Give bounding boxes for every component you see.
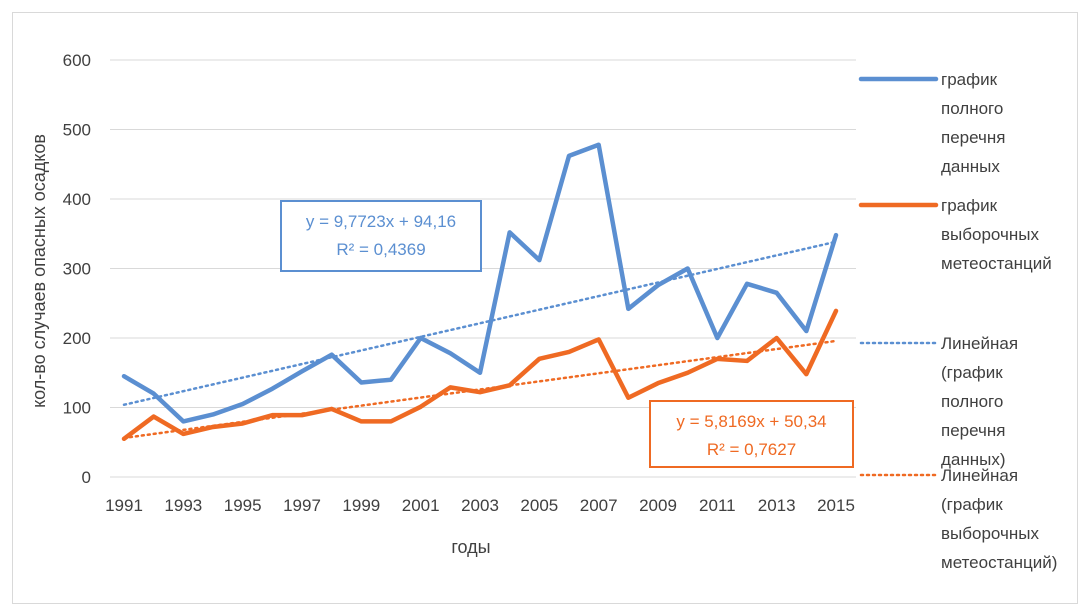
y-tick-label: 400: [63, 190, 91, 209]
legend-label: (график: [941, 495, 1003, 514]
y-axis-title: кол-во случаев опасных осадков: [29, 134, 49, 408]
x-tick-label: 1991: [105, 496, 143, 515]
equation-box-border: [649, 400, 854, 468]
line-chart: 0 100 200 300 400 500 600 1991 1993 1995 1997 1999…: [29, 51, 1057, 572]
y-tick-label: 300: [63, 260, 91, 279]
equation-box-border: [280, 200, 482, 272]
legend-label: полного: [941, 99, 1003, 118]
series-lines: [121, 142, 839, 442]
legend: график полного перечня данных график выборочн…: [858, 70, 1057, 572]
x-tick-labels: 1991 1993 1995 1997 1999 2001 2003 2005 2007 2009…: [105, 496, 855, 515]
x-tick-label: 2009: [639, 496, 677, 515]
legend-label: метеостанций): [941, 553, 1057, 572]
x-tick-label: 2007: [580, 496, 618, 515]
legend-label: выборочных: [941, 225, 1039, 244]
legend-label: (график: [941, 363, 1003, 382]
legend-entry-3: Линейная (график выборочных метеостанций): [859, 466, 1057, 572]
legend-label: перечня: [941, 128, 1005, 147]
legend-entry-1: график выборочных метеостанций: [858, 196, 1052, 273]
y-tick-label: 500: [63, 121, 91, 140]
trend-r-squared: R² = 0,7627: [707, 440, 796, 459]
x-tick-label: 1993: [164, 496, 202, 515]
x-tick-label: 2003: [461, 496, 499, 515]
x-tick-label: 2001: [402, 496, 440, 515]
y-tick-label: 200: [63, 329, 91, 348]
legend-entry-0: график полного перечня данных: [858, 70, 1005, 176]
legend-label: график: [941, 196, 998, 215]
legend-label: Линейная: [941, 466, 1018, 485]
legend-entry-2: Линейная (график полного перечня данных): [859, 334, 1018, 469]
trend-equation-box-0: y = 9,7723x + 94,16 R² = 0,4369: [280, 200, 482, 272]
trend-equations: y = 9,7723x + 94,16 R² = 0,4369 y = 5,8169…: [280, 200, 854, 468]
x-tick-label: 2011: [699, 496, 736, 515]
x-tick-label: 2005: [520, 496, 558, 515]
trend-equation: y = 5,8169x + 50,34: [676, 412, 826, 431]
x-tick-label: 2015: [817, 496, 855, 515]
trend-r-squared: R² = 0,4369: [336, 240, 425, 259]
x-tick-label: 1995: [224, 496, 262, 515]
y-tick-label: 0: [82, 468, 91, 487]
legend-label: метеостанций: [941, 254, 1052, 273]
legend-label: полного: [941, 392, 1003, 411]
x-tick-label: 1999: [342, 496, 380, 515]
legend-label: Линейная: [941, 334, 1018, 353]
y-tick-label: 600: [63, 51, 91, 70]
y-tick-labels: 0 100 200 300 400 500 600: [63, 51, 91, 487]
x-tick-label: 2013: [758, 496, 796, 515]
legend-label: выборочных: [941, 524, 1039, 543]
x-tick-label: 1997: [283, 496, 321, 515]
legend-label: перечня: [941, 421, 1005, 440]
legend-label: график: [941, 70, 998, 89]
chart-frame: 0 100 200 300 400 500 600 1991 1993 1995 1997 1999…: [12, 12, 1078, 604]
y-tick-label: 100: [63, 399, 91, 418]
trend-equation-box-1: y = 5,8169x + 50,34 R² = 0,7627: [649, 400, 854, 468]
trend-line-2: [122, 240, 838, 407]
legend-label: данных: [941, 157, 1000, 176]
x-axis-title: годы: [451, 537, 490, 557]
trend-equation: y = 9,7723x + 94,16: [306, 212, 456, 231]
legend-label: данных): [941, 450, 1006, 469]
